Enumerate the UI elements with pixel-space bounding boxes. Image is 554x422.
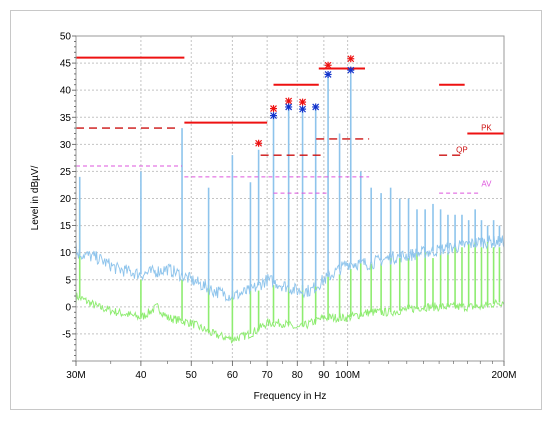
x-tick-label: 60 [227, 370, 239, 381]
y-tick-label: 25 [60, 167, 72, 178]
chart-frame: PK QP AV -5 0 5 10 15 20 25 30 35 40 45 50 30M 40 50 60 70… [10, 10, 542, 410]
x-tick-label: 80 [292, 370, 304, 381]
peak-marker [285, 97, 293, 105]
markers: PK QP AV [255, 55, 492, 189]
qp-marker [270, 112, 278, 120]
qp-marker [312, 103, 320, 111]
y-tick-label: 20 [60, 194, 72, 205]
y-tick-label: 50 [60, 32, 72, 43]
limit-lines [76, 56, 504, 194]
x-tick-label: 40 [135, 370, 147, 381]
y-tick-label: -5 [62, 329, 71, 340]
y-tick-label: 10 [60, 248, 72, 259]
axes: -5 0 5 10 15 20 25 30 35 40 45 50 30M 40 50 60 70 80 90 100… [60, 32, 517, 382]
y-axis-title: Level in dBµV/ [30, 165, 41, 230]
emission-chart: PK QP AV -5 0 5 10 15 20 25 30 35 40 45 50 30M 40 50 60 70… [30, 32, 517, 403]
qp-marker [347, 66, 355, 74]
y-tick-label: 30 [60, 140, 72, 151]
x-tick-label: 70 [262, 370, 274, 381]
x-tick-label: 50 [186, 370, 198, 381]
traces [75, 73, 505, 344]
limit-label-pk: PK [481, 123, 492, 132]
y-tick-label: 0 [65, 302, 71, 313]
limit-label-qp: QP [456, 145, 468, 154]
x-tick-label: 90 [318, 370, 330, 381]
x-tick-label: 200M [491, 370, 516, 381]
y-tick-label: 45 [60, 59, 72, 70]
peak-marker [347, 55, 355, 63]
qp-marker [324, 70, 332, 78]
x-tick-label: 100M [335, 370, 360, 381]
x-tick-label: 30M [66, 370, 85, 381]
peak-marker [324, 61, 332, 69]
limit-label-av: AV [481, 180, 492, 189]
x-axis-title: Frequency in Hz [254, 391, 327, 402]
peak-marker [255, 139, 263, 147]
qp-marker [299, 105, 307, 113]
peak-marker [270, 105, 278, 113]
y-tick-label: 15 [60, 221, 72, 232]
qp-marker [285, 103, 293, 111]
y-tick-label: 5 [65, 275, 71, 286]
y-tick-label: 40 [60, 86, 72, 97]
peak-marker [299, 98, 307, 106]
y-tick-label: 35 [60, 113, 72, 124]
